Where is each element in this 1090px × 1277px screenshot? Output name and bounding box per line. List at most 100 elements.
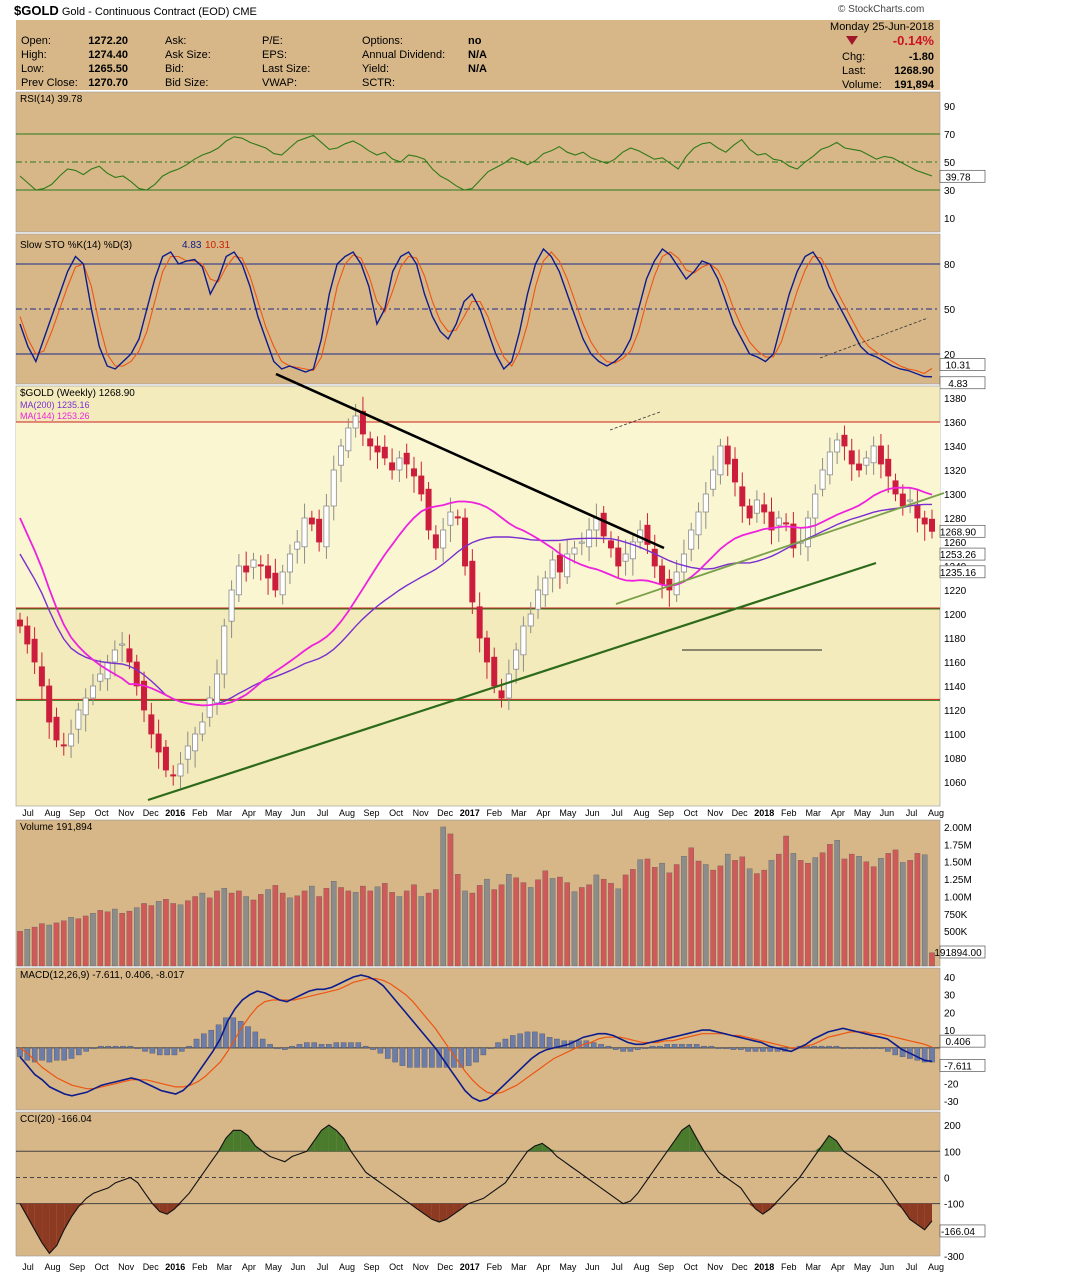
candle-body [549, 559, 556, 579]
cci-overbought-fill [689, 1125, 697, 1152]
macd-histogram-bar [120, 1045, 126, 1049]
macd-histogram-bar [333, 1042, 340, 1049]
quote-label: High: [21, 49, 47, 61]
x-month-label-bottom: Aug [339, 1262, 355, 1272]
candle-body [250, 559, 257, 568]
volume-bar [126, 910, 133, 967]
volume-bar [250, 899, 257, 967]
macd-histogram-bar [929, 1047, 935, 1063]
cci-line [19, 1124, 933, 1255]
quote-label: P/E: [262, 35, 283, 47]
cci-oversold-fill [924, 1203, 932, 1230]
macd-histogram-bar [885, 1047, 891, 1052]
cci-last-value-box [939, 1224, 986, 1238]
candle-body [170, 774, 177, 777]
macd-histogram-bar [164, 1047, 170, 1056]
volume-bar [455, 874, 461, 967]
x-month-label: Dec [143, 808, 160, 818]
sto-k-value: 4.83 [182, 240, 202, 251]
cci-oversold-fill [755, 1203, 763, 1215]
x-month-label-bottom: Nov [118, 1262, 135, 1272]
candle-body [177, 763, 184, 777]
short-uptrend-line [615, 492, 945, 605]
price-tick: 1100 [944, 730, 966, 741]
quote-value: 1274.40 [88, 49, 128, 61]
volume-bar [513, 877, 519, 967]
quote-value: 191,894 [894, 79, 935, 91]
macd-histogram-bar [921, 1047, 928, 1063]
volume-bar [819, 852, 826, 967]
macd-histogram-bar [340, 1042, 347, 1049]
x-month-label: Mar [511, 808, 527, 818]
price-tick: 1340 [944, 442, 967, 453]
candle-body [505, 673, 512, 699]
candle-body [542, 577, 549, 596]
macd-histogram-bar [818, 1045, 825, 1049]
candle-body [783, 522, 790, 525]
macd-histogram-bar [811, 1045, 818, 1049]
macd-histogram-bar [495, 1042, 501, 1049]
quote-label: Volume: [842, 79, 882, 91]
price-label: $GOLD (Weekly) 1268.90 [20, 388, 135, 399]
cci-overbought-fill [321, 1125, 329, 1152]
x-month-label-bottom: Oct [95, 1262, 110, 1272]
sto-k-line [19, 247, 933, 378]
x-month-label-bottom: Oct [389, 1262, 404, 1272]
quote-label: Chg: [842, 51, 865, 63]
volume-bar [170, 903, 176, 967]
price-tick: 1060 [944, 778, 967, 789]
x-month-label-bottom: Jul [906, 1262, 918, 1272]
volume-bar [673, 864, 680, 967]
macd-histogram-bar [877, 1047, 884, 1050]
x-month-label: Sep [69, 808, 85, 818]
cci-overbought-fill [328, 1125, 337, 1152]
volume-bar [856, 856, 862, 967]
price-tick: 1220 [944, 586, 967, 597]
volume-bar [46, 924, 52, 967]
macd-histogram-bar [752, 1047, 759, 1052]
macd-histogram-bar [296, 1044, 303, 1049]
macd-histogram-bar [245, 1026, 251, 1049]
volume-bar [710, 869, 716, 967]
volume-bar [878, 858, 884, 967]
candle-body [235, 565, 242, 596]
macd-histogram-bar [612, 1047, 619, 1050]
volume-bar [185, 900, 191, 967]
volume-label: Volume 191,894 [20, 822, 93, 833]
ma144-line [19, 486, 933, 707]
candle-body [513, 649, 520, 670]
candle-body [184, 745, 191, 760]
volume-bar [272, 885, 279, 967]
volume-bar [389, 892, 395, 967]
volume-tick: 2.00M [944, 823, 972, 834]
candle-body [768, 511, 775, 531]
x-month-label: Aug [45, 808, 61, 818]
macd-histogram-bar [502, 1038, 509, 1049]
price-last-value-box [939, 524, 986, 538]
candle-body [410, 468, 417, 477]
ma200-last-value-box [939, 565, 986, 579]
volume-bar [206, 897, 213, 967]
quote-value: N/A [468, 49, 487, 61]
x-month-label-bottom: Dec [437, 1262, 454, 1272]
volume-bar [600, 878, 607, 967]
cci-last-value: -166.04 [941, 1227, 975, 1238]
quote-value: -1.80 [909, 51, 934, 63]
page-title: $GOLD Gold - Continuous Contract (EOD) C… [14, 3, 257, 18]
quote-label: Annual Dividend: [362, 49, 445, 61]
candle-body [710, 469, 717, 490]
rsi-tick: 50 [944, 158, 956, 169]
quote-label: Ask Size: [165, 49, 211, 61]
quote-value: 1272.20 [88, 35, 128, 47]
x-month-label: Aug [339, 808, 355, 818]
volume-bar [61, 920, 67, 967]
candle-body [389, 462, 396, 471]
x-month-label: Dec [732, 808, 749, 818]
x-month-label-bottom: Aug [928, 1262, 944, 1272]
candle-body [702, 493, 709, 513]
macd-histogram-bar [355, 1042, 362, 1049]
volume-bar [593, 874, 600, 967]
x-month-label-bottom: Jun [880, 1262, 895, 1272]
candle-body [38, 666, 45, 687]
macd-histogram-bar [546, 1037, 553, 1049]
